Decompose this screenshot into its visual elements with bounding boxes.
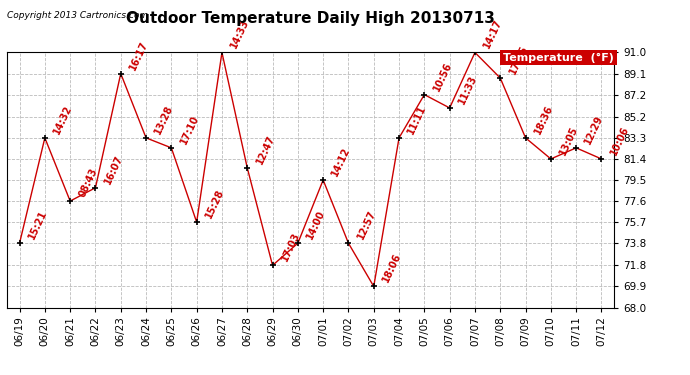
Text: 15:21: 15:21	[26, 209, 49, 241]
Text: 11:11: 11:11	[406, 104, 428, 136]
Text: 17:10: 17:10	[178, 113, 201, 146]
Text: 11:33: 11:33	[457, 74, 479, 106]
Text: 17:03: 17:03	[279, 231, 302, 263]
Text: 18:06: 18:06	[381, 252, 403, 284]
Text: 14:32: 14:32	[52, 104, 74, 136]
Text: Copyright 2013 Cartronics.com: Copyright 2013 Cartronics.com	[7, 11, 148, 20]
Text: 17:25: 17:25	[507, 44, 529, 76]
Text: 12:29: 12:29	[583, 113, 605, 146]
Text: 15:28: 15:28	[204, 188, 226, 220]
Text: Temperature  (°F): Temperature (°F)	[503, 53, 614, 63]
Text: 08:43: 08:43	[77, 166, 99, 199]
Text: 16:07: 16:07	[102, 153, 125, 186]
Text: 18:36: 18:36	[533, 103, 555, 136]
Text: 14:12: 14:12	[330, 146, 353, 178]
Text: 13:05: 13:05	[558, 124, 580, 157]
Text: 10:56: 10:56	[431, 60, 453, 93]
Text: 14:33: 14:33	[229, 18, 251, 50]
Text: 12:47: 12:47	[254, 134, 277, 166]
Text: 10:06: 10:06	[609, 124, 631, 157]
Text: 13:28: 13:28	[153, 103, 175, 136]
Text: 16:17: 16:17	[128, 39, 150, 71]
Text: 14:17: 14:17	[482, 18, 504, 50]
Text: 14:00: 14:00	[305, 209, 327, 241]
Text: Outdoor Temperature Daily High 20130713: Outdoor Temperature Daily High 20130713	[126, 11, 495, 26]
Text: 12:57: 12:57	[355, 209, 377, 241]
